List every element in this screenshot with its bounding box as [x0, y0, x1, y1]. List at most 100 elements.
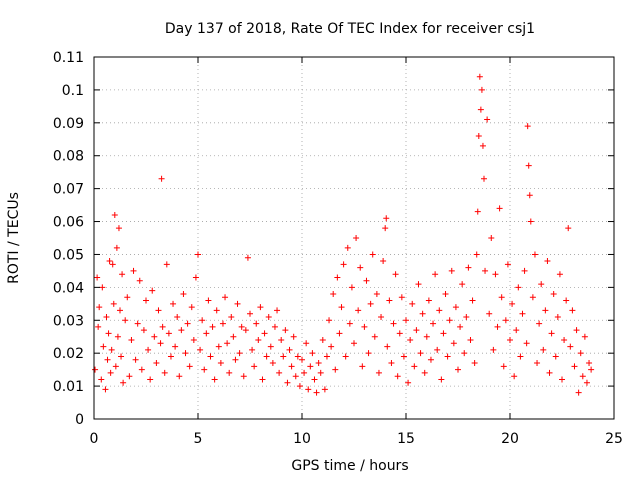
- data-point: [548, 330, 555, 337]
- y-tick-label: 0.03: [53, 313, 84, 329]
- data-point: [529, 294, 536, 301]
- data-point: [240, 373, 247, 380]
- data-point: [386, 297, 393, 304]
- data-point: [296, 383, 303, 390]
- data-point: [269, 360, 276, 367]
- x-tick-label: 10: [293, 431, 311, 447]
- data-point: [238, 323, 245, 330]
- data-point: [357, 264, 364, 271]
- y-tick-label: 0.06: [53, 215, 84, 231]
- data-point: [165, 330, 172, 337]
- data-point: [311, 376, 318, 383]
- data-point: [149, 287, 156, 294]
- data-point: [199, 317, 206, 324]
- data-point: [484, 116, 491, 123]
- data-point: [232, 356, 239, 363]
- data-point: [538, 281, 545, 288]
- data-point: [274, 307, 281, 314]
- data-point: [465, 264, 472, 271]
- data-point: [313, 389, 320, 396]
- x-tick-label: 5: [194, 431, 203, 447]
- data-point: [157, 340, 164, 347]
- data-point: [542, 307, 549, 314]
- data-point: [388, 360, 395, 367]
- data-point: [114, 333, 121, 340]
- data-point: [255, 337, 262, 344]
- data-point: [488, 235, 495, 241]
- data-point: [276, 369, 283, 376]
- data-point: [130, 267, 137, 274]
- data-point: [515, 284, 522, 291]
- data-point: [463, 313, 470, 320]
- data-point: [113, 244, 120, 251]
- data-point: [577, 350, 584, 357]
- data-point: [405, 379, 412, 386]
- data-point: [369, 251, 376, 258]
- y-tick-label: 0.1: [62, 83, 84, 99]
- data-point: [527, 218, 534, 225]
- data-point: [398, 294, 405, 301]
- data-point: [371, 333, 378, 340]
- data-point: [180, 290, 187, 297]
- data-point: [502, 317, 509, 324]
- data-point: [120, 379, 127, 386]
- data-point: [112, 363, 119, 370]
- data-point: [415, 281, 422, 288]
- plot-frame: [93, 56, 615, 420]
- data-point: [446, 317, 453, 324]
- data-point: [197, 346, 204, 353]
- data-point: [222, 294, 229, 301]
- x-tick-label: 0: [90, 431, 99, 447]
- data-point: [390, 320, 397, 327]
- data-point: [209, 323, 216, 330]
- data-point: [265, 313, 272, 320]
- data-point: [94, 274, 101, 281]
- data-point: [411, 363, 418, 370]
- x-tick-label: 15: [397, 431, 415, 447]
- data-point: [100, 343, 107, 350]
- data-points: [92, 73, 595, 396]
- data-point: [257, 304, 264, 311]
- data-point: [215, 343, 222, 350]
- data-point: [305, 386, 312, 393]
- data-point: [336, 330, 343, 337]
- data-point: [351, 340, 357, 347]
- data-point: [373, 290, 380, 297]
- data-point: [330, 290, 337, 297]
- data-point: [436, 307, 443, 314]
- y-tick-label: 0.11: [53, 50, 84, 66]
- data-point: [556, 271, 563, 278]
- data-point: [111, 211, 118, 218]
- data-point: [106, 258, 113, 265]
- data-point: [448, 267, 455, 274]
- data-point: [525, 162, 532, 169]
- data-point: [384, 343, 391, 350]
- data-point: [303, 340, 310, 347]
- data-point: [278, 337, 285, 344]
- data-point: [400, 353, 407, 360]
- data-point: [104, 356, 111, 363]
- data-point: [103, 313, 110, 320]
- data-point: [207, 353, 214, 360]
- data-point: [378, 313, 385, 320]
- data-point: [102, 386, 109, 393]
- data-point: [332, 366, 339, 373]
- data-point: [434, 346, 441, 353]
- data-point: [234, 300, 241, 307]
- data-point: [523, 340, 530, 347]
- data-point: [382, 225, 389, 232]
- data-point: [219, 320, 226, 327]
- data-point: [294, 353, 301, 360]
- data-point: [95, 323, 102, 330]
- y-tick-label: 0.01: [53, 379, 84, 395]
- data-point: [500, 363, 507, 370]
- data-point: [361, 323, 368, 330]
- data-point: [236, 350, 243, 357]
- data-point: [259, 376, 266, 383]
- data-point: [117, 307, 123, 314]
- data-point: [573, 327, 580, 334]
- data-point: [96, 304, 103, 311]
- data-point: [338, 304, 345, 311]
- data-point: [550, 290, 557, 297]
- data-point: [132, 356, 139, 363]
